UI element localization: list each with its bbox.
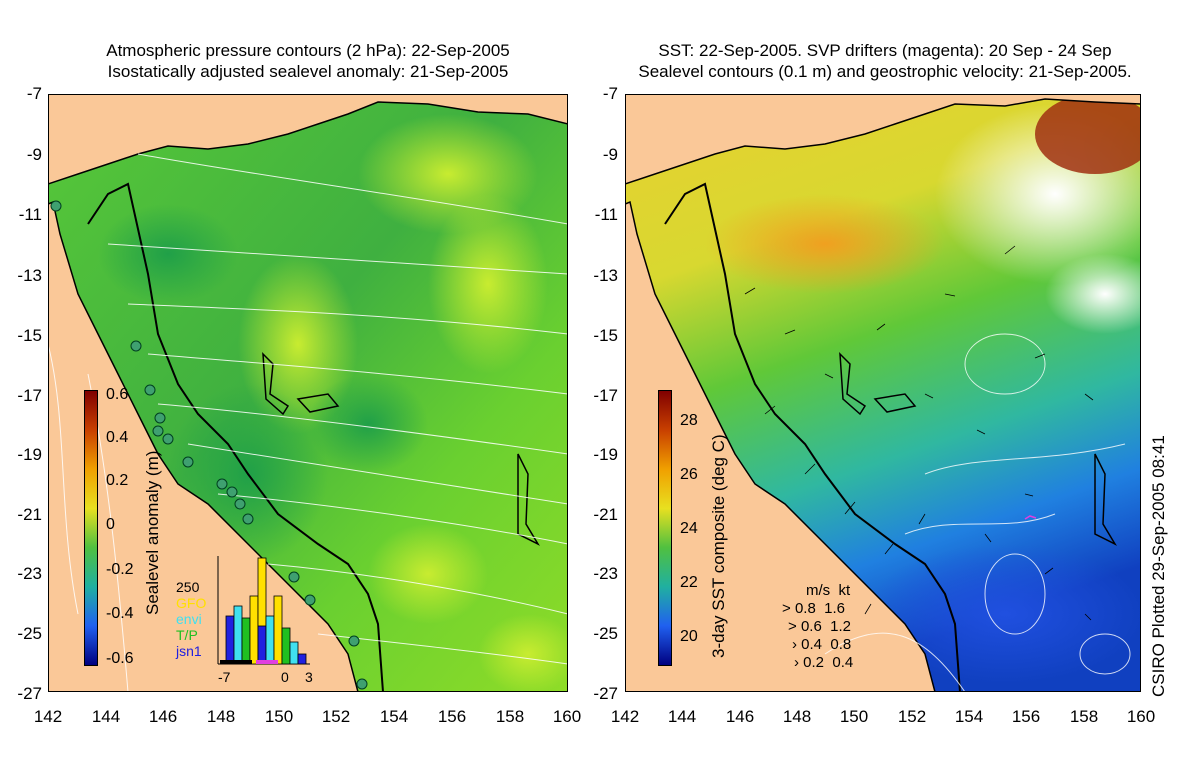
- lat-tick: -19: [593, 445, 618, 464]
- sst-colorbar-label: 3-day SST composite (deg C): [709, 434, 728, 658]
- credit-label: CSIRO Plotted 29-Sep-2005 08:41: [1149, 435, 1168, 697]
- inset-xtick: 3: [305, 669, 313, 685]
- lat-tick: -13: [17, 266, 42, 285]
- lat-tick: -23: [593, 564, 618, 583]
- lon-tick: 146: [148, 707, 178, 726]
- inset-max: 250: [176, 579, 200, 595]
- vel-kt: 0.4: [832, 654, 854, 671]
- lon-tick: 156: [1011, 707, 1041, 726]
- inset-xtick: -7: [218, 669, 231, 685]
- cb-tick: 28: [680, 412, 698, 429]
- cb-tick: 20: [680, 628, 698, 645]
- lon-tick: 148: [782, 707, 812, 726]
- cb-tick: 24: [680, 520, 698, 537]
- left-title-line1: Atmospheric pressure contours (2 hPa): 2…: [106, 41, 510, 60]
- lat-tick: -15: [17, 326, 42, 345]
- lat-tick: -23: [17, 564, 42, 583]
- vel-kt: 1.6: [824, 600, 845, 617]
- vel-kt: 1.2: [830, 618, 851, 635]
- sst-colorbar: [658, 390, 672, 666]
- lat-tick: -21: [593, 505, 618, 524]
- velocity-legend-header: m/s kt: [806, 582, 850, 600]
- vel-ms: 0.2: [803, 654, 825, 671]
- lon-tick: 152: [321, 707, 351, 726]
- sst-map: [625, 94, 1141, 692]
- lon-tick: 142: [33, 707, 63, 726]
- lat-tick: -11: [18, 205, 42, 224]
- cb-tick: 0.4: [106, 429, 129, 446]
- velocity-legend-row: › 0.4 0.8: [792, 636, 852, 653]
- lat-tick: -15: [593, 326, 618, 345]
- lat-tick: -25: [17, 624, 42, 643]
- vel-ms: 0.4: [801, 636, 823, 653]
- lon-tick: 158: [1069, 707, 1099, 726]
- lon-tick: 150: [264, 707, 294, 726]
- cb-tick: -0.6: [106, 650, 134, 667]
- lat-tick: -27: [593, 684, 618, 703]
- lat-tick: -11: [594, 205, 618, 224]
- right-title-line2: Sealevel contours (0.1 m) and geostrophi…: [638, 62, 1132, 81]
- lat-tick: -17: [593, 386, 618, 405]
- lat-tick: -19: [17, 445, 42, 464]
- lon-tick: 156: [437, 707, 467, 726]
- inset-series-jsn1: jsn1: [176, 643, 202, 659]
- right-title: SST: 22-Sep-2005. SVP drifters (magenta)…: [600, 40, 1170, 82]
- cb-tick: 0.6: [106, 386, 129, 403]
- vel-header-ms: m/s: [806, 582, 831, 599]
- lon-tick: 150: [839, 707, 869, 726]
- lat-tick: -7: [602, 84, 618, 103]
- cb-tick: -0.4: [106, 605, 134, 622]
- velocity-legend-row: > 0.8 1.6: [782, 600, 845, 617]
- sealevel-map: [48, 94, 568, 692]
- left-title: Atmospheric pressure contours (2 hPa): 2…: [48, 40, 568, 82]
- vel-ms: 0.6: [800, 618, 822, 635]
- lat-tick: -7: [26, 84, 42, 103]
- lon-tick: 160: [1126, 707, 1156, 726]
- lon-tick: 160: [552, 707, 582, 726]
- lon-tick: 152: [897, 707, 927, 726]
- cb-tick: 22: [680, 574, 698, 591]
- right-title-line1: SST: 22-Sep-2005. SVP drifters (magenta)…: [658, 41, 1112, 60]
- inset-series-envi: envi: [176, 611, 202, 627]
- cb-tick: 0: [106, 516, 115, 533]
- inset-histogram: [217, 556, 310, 665]
- sealevel-colorbar-label: Sealevel anomaly (m): [143, 450, 162, 615]
- cb-tick: 0.2: [106, 472, 129, 489]
- lat-tick: -13: [593, 266, 618, 285]
- inset-series-tp: T/P: [176, 627, 198, 643]
- lon-tick: 146: [725, 707, 755, 726]
- lon-tick: 142: [610, 707, 640, 726]
- lon-tick: 158: [495, 707, 525, 726]
- lat-tick: -25: [593, 624, 618, 643]
- velocity-legend-row: › 0.2 0.4: [794, 654, 854, 671]
- lat-tick: -9: [602, 145, 618, 164]
- inset-series-gfo: GFO: [176, 595, 207, 611]
- sealevel-map-canvas: [48, 94, 568, 692]
- sealevel-colorbar: [84, 390, 98, 666]
- lon-tick: 154: [379, 707, 409, 726]
- lat-tick: -21: [17, 505, 42, 524]
- vel-ms: 0.8: [794, 600, 816, 617]
- lon-tick: 144: [91, 707, 121, 726]
- lon-tick: 144: [667, 707, 697, 726]
- cb-tick: -0.2: [106, 561, 134, 578]
- lon-tick: 154: [954, 707, 984, 726]
- left-title-line2: Isostatically adjusted sealevel anomaly:…: [107, 62, 509, 81]
- lat-tick: -17: [17, 386, 42, 405]
- lat-tick: -9: [26, 145, 42, 164]
- inset-xtick: 0: [281, 669, 289, 685]
- sst-map-canvas: [625, 94, 1141, 692]
- vel-kt: 0.8: [830, 636, 852, 653]
- lat-tick: -27: [17, 684, 42, 703]
- velocity-legend-row: > 0.6 1.2: [788, 618, 851, 635]
- lon-tick: 148: [206, 707, 236, 726]
- cb-tick: 26: [680, 466, 698, 483]
- vel-header-kt: kt: [838, 582, 851, 599]
